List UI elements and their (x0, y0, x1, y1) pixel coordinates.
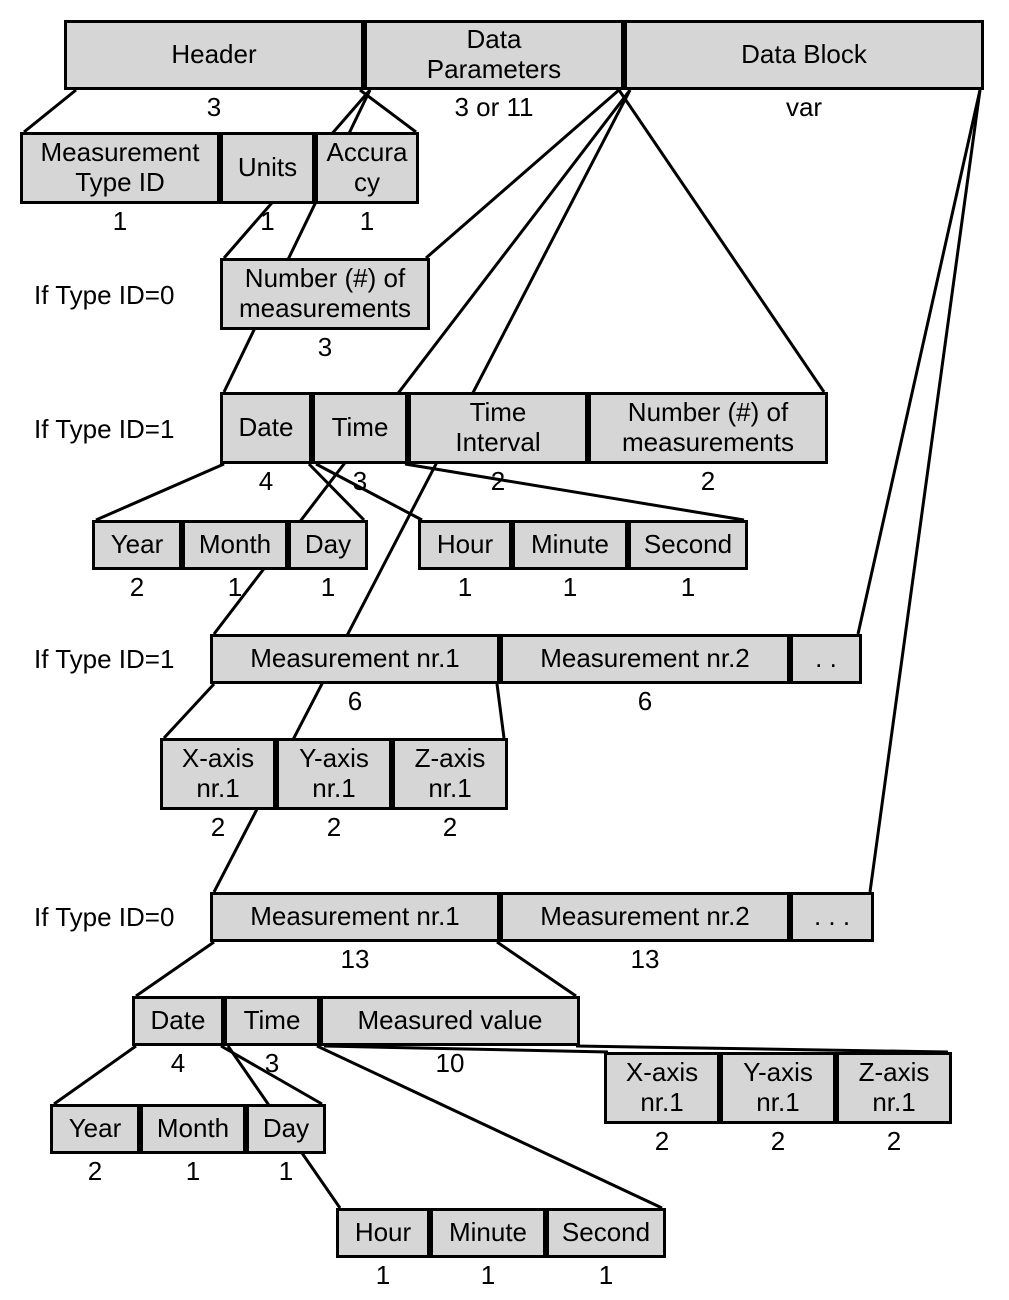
box-day_1: Day (288, 520, 368, 570)
box-meas_nr2_a: Measurement nr.2 (500, 634, 790, 684)
box-x_axis_a: X-axisnr.1 (160, 738, 276, 810)
size-day_1: 1 (288, 572, 368, 603)
size-date_1: 4 (220, 466, 312, 497)
box-month_b: Month (140, 1104, 246, 1154)
size-time_b: 3 (224, 1048, 320, 1079)
size-z_axis_b: 2 (836, 1126, 952, 1157)
box-accuracy: Accuracy (315, 132, 419, 204)
box-data_block: Data Block (624, 20, 984, 90)
box-meas_nr1_a: Measurement nr.1 (210, 634, 500, 684)
size-year_b: 2 (50, 1156, 140, 1187)
box-num_meas_1: Number (#) ofmeasurements (588, 392, 828, 464)
cond-cond1b: If Type ID=1 (34, 644, 174, 675)
box-units: Units (220, 132, 315, 204)
box-num_meas_0: Number (#) ofmeasurements (220, 258, 430, 330)
box-minute_1: Minute (512, 520, 628, 570)
box-z_axis_b: Z-axisnr.1 (836, 1052, 952, 1124)
size-units: 1 (220, 206, 315, 237)
size-day_b: 1 (246, 1156, 326, 1187)
size-x_axis_b: 2 (604, 1126, 720, 1157)
box-hour_1: Hour (418, 520, 512, 570)
box-second_b: Second (546, 1208, 666, 1258)
size-meas_nr2_a: 6 (500, 686, 790, 717)
size-year_1: 2 (92, 572, 182, 603)
box-meas_nr1_b: Measurement nr.1 (210, 892, 500, 942)
box-month_1: Month (182, 520, 288, 570)
box-x_axis_b: X-axisnr.1 (604, 1052, 720, 1124)
size-y_axis_b: 2 (720, 1126, 836, 1157)
size-data_block: var (624, 92, 984, 123)
box-date_b: Date (132, 996, 224, 1046)
size-meas_nr1_a: 6 (210, 686, 500, 717)
box-day_b: Day (246, 1104, 326, 1154)
box-meas_value: Measured value (320, 996, 580, 1046)
box-y_axis_a: Y-axisnr.1 (276, 738, 392, 810)
size-data_params: 3 or 11 (364, 92, 624, 123)
packet-structure-diagram: Header3DataParameters3 or 11Data Blockva… (20, 20, 989, 1280)
size-second_b: 1 (546, 1260, 666, 1291)
size-minute_1: 1 (512, 572, 628, 603)
size-month_b: 1 (140, 1156, 246, 1187)
box-header: Header (64, 20, 364, 90)
box-year_b: Year (50, 1104, 140, 1154)
size-num_meas_1: 2 (588, 466, 828, 497)
size-x_axis_a: 2 (160, 812, 276, 843)
box-y_axis_b: Y-axisnr.1 (720, 1052, 836, 1124)
box-hour_b: Hour (336, 1208, 430, 1258)
size-header: 3 (64, 92, 364, 123)
size-second_1: 1 (628, 572, 748, 603)
box-minute_b: Minute (430, 1208, 546, 1258)
size-y_axis_a: 2 (276, 812, 392, 843)
box-time_b: Time (224, 996, 320, 1046)
size-hour_1: 1 (418, 572, 512, 603)
cond-cond1: If Type ID=1 (34, 414, 174, 445)
size-accuracy: 1 (315, 206, 419, 237)
cond-cond0b: If Type ID=0 (34, 902, 174, 933)
box-meas_type_id: MeasurementType ID (20, 132, 220, 204)
box-date_1: Date (220, 392, 312, 464)
size-num_meas_0: 3 (220, 332, 430, 363)
size-meas_nr2_b: 13 (500, 944, 790, 975)
box-time_1: Time (312, 392, 408, 464)
size-meas_value: 10 (320, 1048, 580, 1079)
size-z_axis_a: 2 (392, 812, 508, 843)
box-meas_nr2_b: Measurement nr.2 (500, 892, 790, 942)
box-data_params: DataParameters (364, 20, 624, 90)
size-hour_b: 1 (336, 1260, 430, 1291)
size-month_1: 1 (182, 572, 288, 603)
box-ellipsis_b: . . . (790, 892, 874, 942)
size-date_b: 4 (132, 1048, 224, 1079)
box-second_1: Second (628, 520, 748, 570)
size-time_interval: 2 (408, 466, 588, 497)
size-meas_nr1_b: 13 (210, 944, 500, 975)
size-meas_type_id: 1 (20, 206, 220, 237)
size-time_1: 3 (312, 466, 408, 497)
size-minute_b: 1 (430, 1260, 546, 1291)
box-ellipsis_a: . . (790, 634, 862, 684)
box-year_1: Year (92, 520, 182, 570)
cond-cond0a: If Type ID=0 (34, 280, 174, 311)
box-z_axis_a: Z-axisnr.1 (392, 738, 508, 810)
box-time_interval: TimeInterval (408, 392, 588, 464)
